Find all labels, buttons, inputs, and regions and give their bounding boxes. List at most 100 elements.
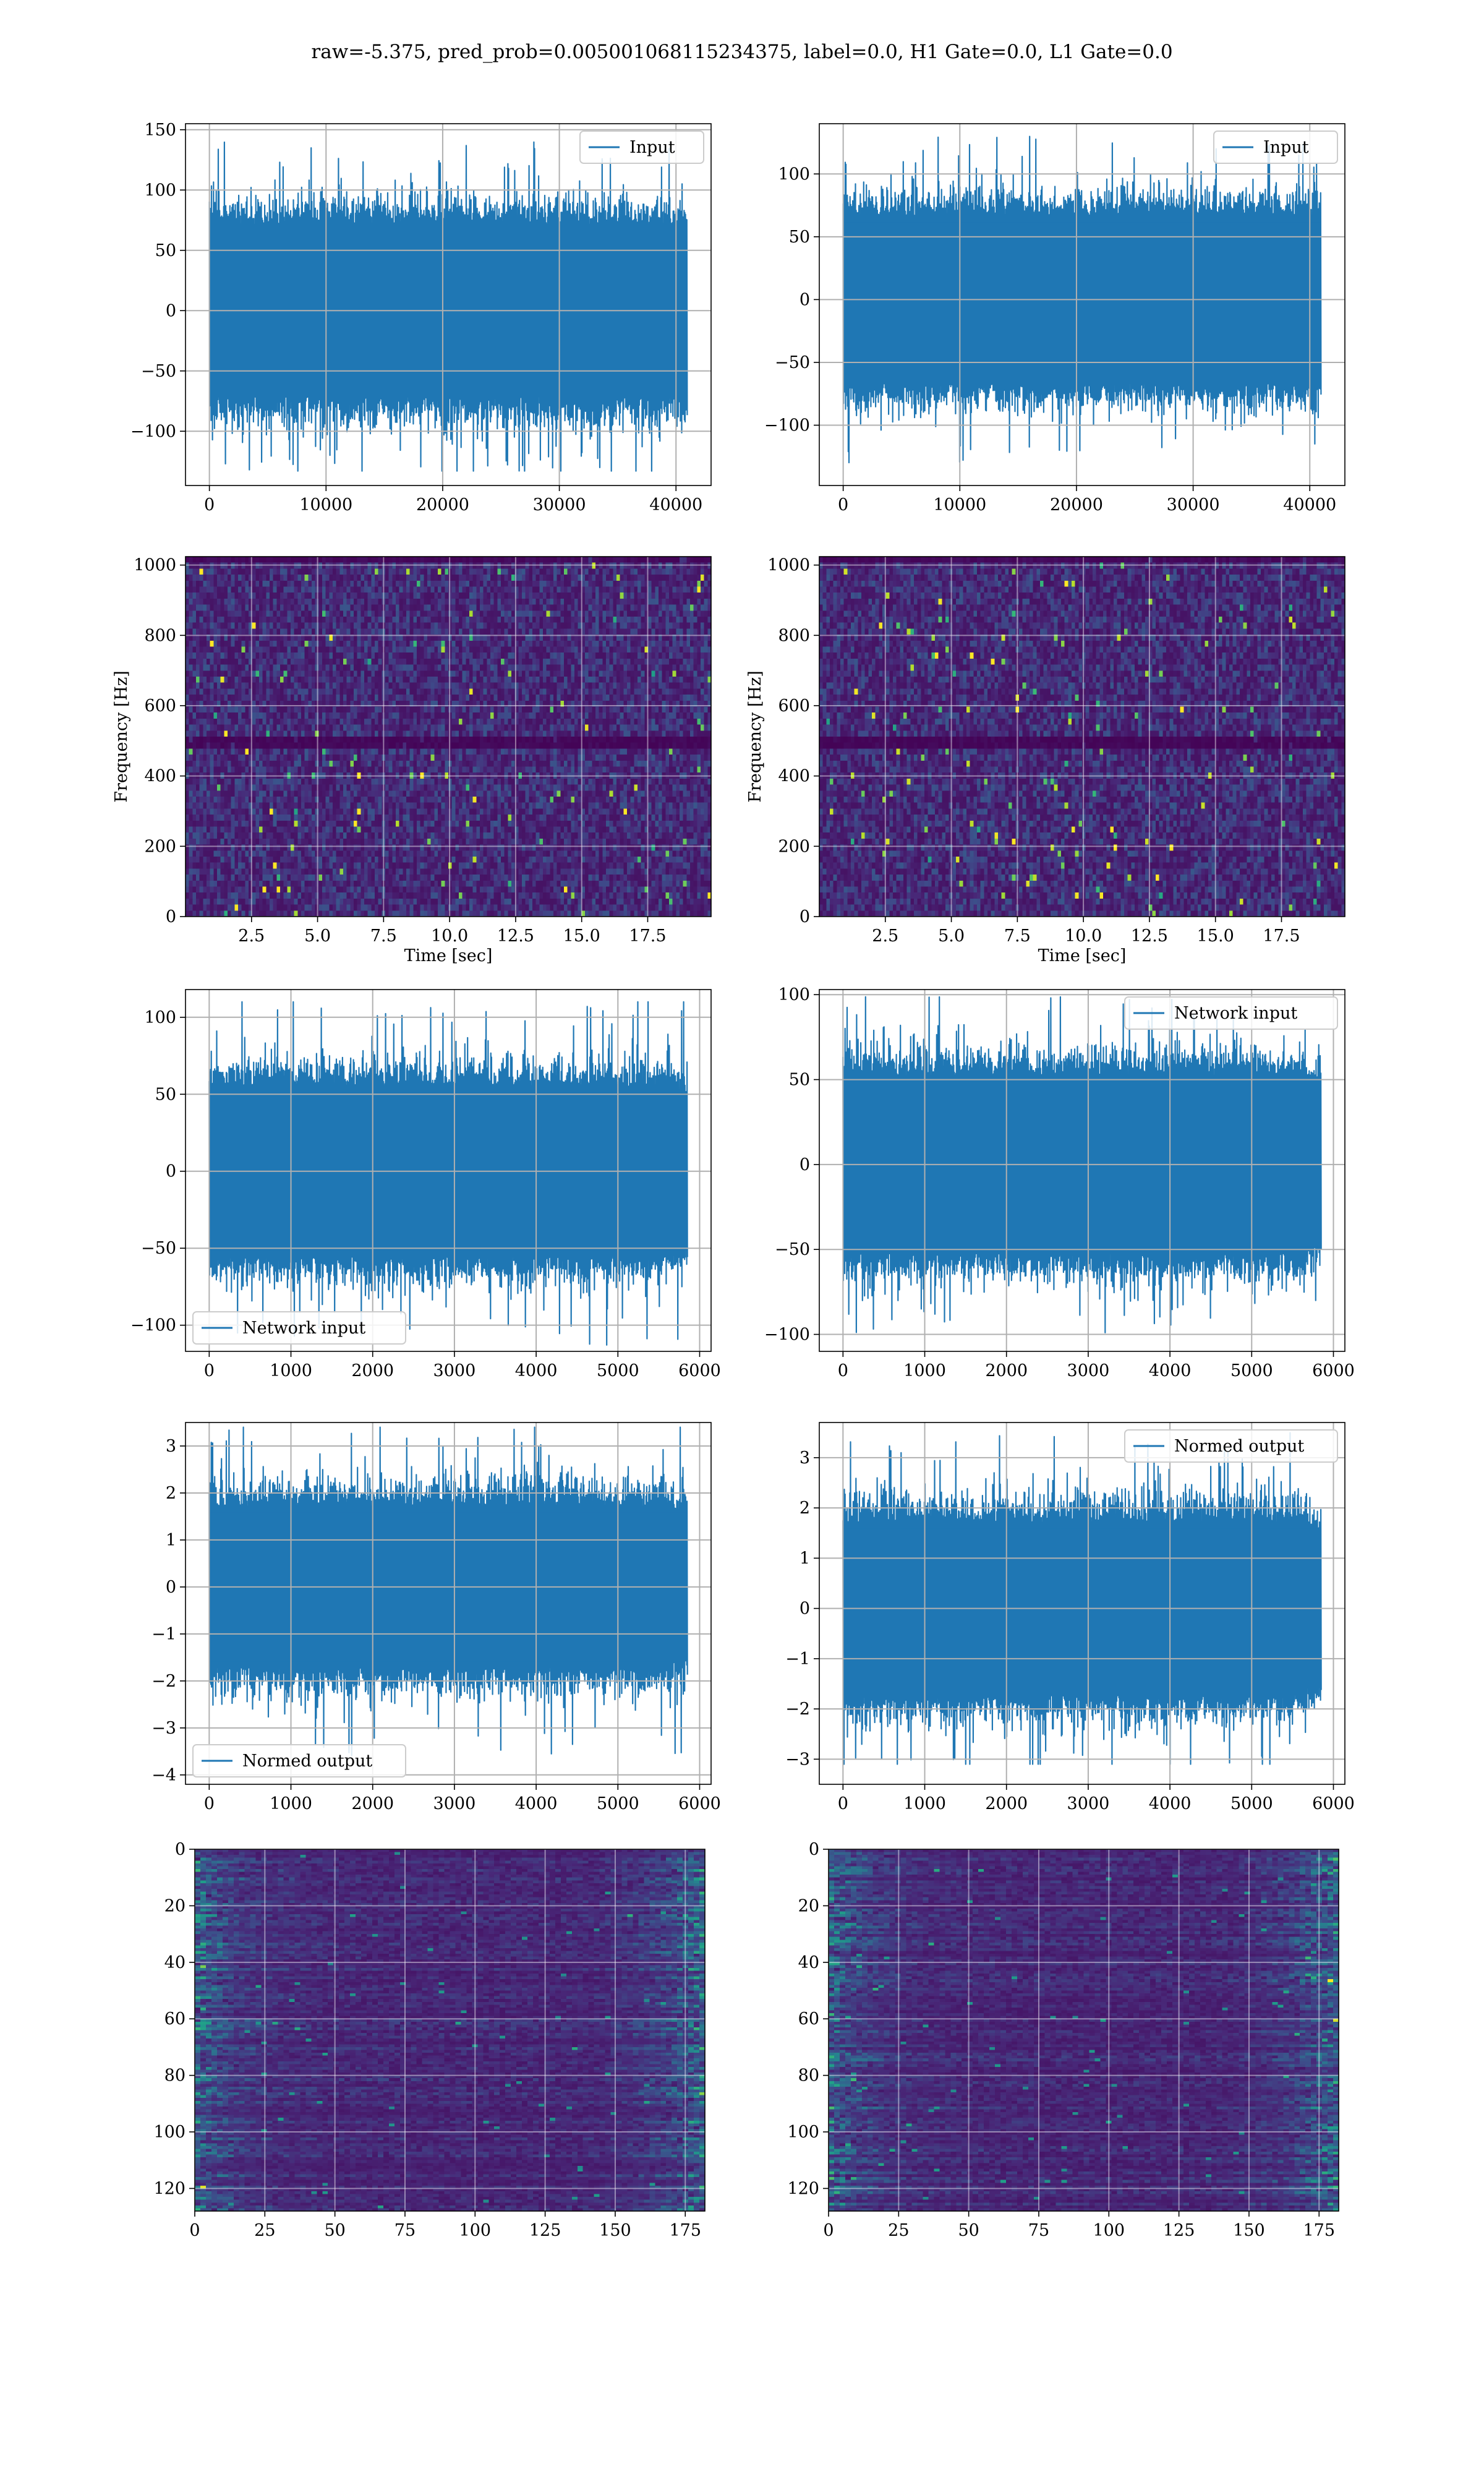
heatmap-cell [234, 743, 238, 749]
heatmap-cell [389, 695, 393, 701]
heatmap-cell [473, 628, 477, 635]
heatmap-cell [389, 599, 393, 605]
heatmap-cell [501, 581, 505, 587]
heatmap-cell [526, 628, 529, 635]
heatmap-cell [420, 575, 424, 581]
heatmap-cell [484, 730, 487, 737]
heatmap-cell [701, 557, 704, 563]
heatmap-cell [276, 695, 280, 701]
heatmap-cell [396, 712, 399, 719]
x-tick-label: 40000 [1283, 495, 1336, 515]
heatmap-cell [553, 610, 557, 617]
heatmap-cell [602, 652, 606, 659]
heatmap-cell [326, 748, 330, 755]
heatmap-cell [487, 748, 490, 755]
heatmap-cell [294, 730, 298, 737]
heatmap-cell [378, 623, 382, 629]
heatmap-cell [431, 641, 435, 647]
heatmap-cell [560, 730, 564, 737]
heatmap-cell [574, 719, 578, 725]
heatmap-cell [631, 623, 634, 629]
heatmap-cell [529, 575, 532, 581]
heatmap-cell [371, 719, 375, 725]
heatmap-cell [413, 610, 417, 617]
heatmap-cell [186, 725, 189, 731]
heatmap-cell [434, 647, 438, 653]
heatmap-cell [476, 748, 480, 755]
heatmap-cell [568, 659, 571, 665]
heatmap-cell [627, 670, 631, 677]
heatmap-cell [676, 730, 680, 737]
heatmap-cell [357, 652, 361, 659]
heatmap-cell [339, 665, 343, 671]
heatmap-cell [616, 605, 620, 611]
heatmap-cell [301, 610, 305, 617]
heatmap-cell [375, 568, 378, 575]
heatmap-cell [287, 670, 291, 677]
heatmap-cell [501, 730, 505, 737]
heatmap-cell [385, 683, 389, 689]
heatmap-cell [694, 647, 697, 653]
heatmap-cell [473, 677, 477, 683]
heatmap-cell [508, 610, 511, 617]
heatmap-cell [550, 599, 553, 605]
heatmap-cell [252, 647, 256, 653]
heatmap-cell [207, 737, 210, 743]
heatmap-cell [620, 730, 624, 737]
heatmap-cell [522, 647, 526, 653]
heatmap-cell [186, 743, 189, 749]
heatmap-cell [543, 737, 547, 743]
heatmap-cell [508, 593, 511, 599]
heatmap-cell [484, 557, 487, 563]
heatmap-cell [463, 670, 466, 677]
heatmap-cell [297, 575, 301, 581]
heatmap-cell [276, 617, 280, 623]
heatmap-cell [526, 659, 529, 665]
heatmap-cell [186, 707, 189, 713]
heatmap-cell [207, 593, 210, 599]
heatmap-cell [284, 563, 288, 569]
heatmap-cell [213, 719, 217, 725]
heatmap-cell [217, 737, 221, 743]
heatmap-cell [697, 712, 701, 719]
heatmap-cell [497, 610, 501, 617]
heatmap-cell [255, 683, 259, 689]
heatmap-cell [210, 730, 214, 737]
heatmap-cell [186, 695, 189, 701]
heatmap-cell [631, 683, 634, 689]
heatmap-cell [490, 707, 494, 713]
heatmap-cell [634, 623, 638, 629]
heatmap-cell [301, 581, 305, 587]
heatmap-cell [196, 557, 200, 563]
heatmap-cell [606, 670, 610, 677]
heatmap-cell [242, 605, 245, 611]
heatmap-cell [410, 677, 414, 683]
heatmap-cell [574, 665, 578, 671]
heatmap-cell [270, 617, 273, 623]
heatmap-cell [697, 623, 701, 629]
heatmap-cell [480, 677, 484, 683]
heatmap-cell [417, 599, 420, 605]
heatmap-cell [413, 707, 417, 713]
heatmap-cell [266, 623, 270, 629]
heatmap-cell [665, 743, 669, 749]
heatmap-cell [255, 730, 259, 737]
heatmap-cell [508, 587, 511, 593]
heatmap-cell [686, 581, 690, 587]
heatmap-cell [368, 707, 372, 713]
heatmap-cell [497, 683, 501, 689]
heatmap-cell [616, 581, 620, 587]
heatmap-cell [308, 610, 312, 617]
heatmap-cell [505, 628, 508, 635]
heatmap-cell [704, 641, 708, 647]
heatmap-cell [441, 568, 445, 575]
heatmap-cell [336, 587, 340, 593]
heatmap-cell [648, 617, 652, 623]
heatmap-cell [255, 725, 259, 731]
heatmap-cell [665, 599, 669, 605]
heatmap-cell [413, 563, 417, 569]
heatmap-cell [655, 593, 659, 599]
heatmap-cell [606, 617, 610, 623]
heatmap-cell [599, 737, 603, 743]
heatmap-cell [610, 659, 613, 665]
